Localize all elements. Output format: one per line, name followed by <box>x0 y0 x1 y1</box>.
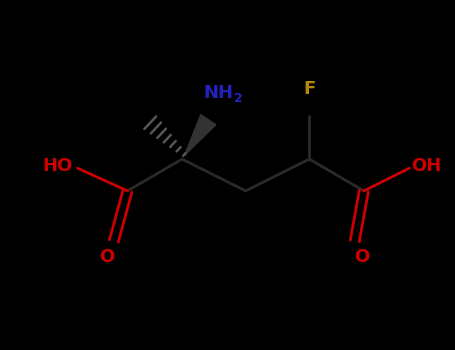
Text: OH: OH <box>412 157 442 175</box>
Text: NH: NH <box>203 84 233 102</box>
Text: 2: 2 <box>233 92 243 105</box>
Text: HO: HO <box>43 157 73 175</box>
Text: F: F <box>303 80 315 98</box>
Text: O: O <box>100 248 115 266</box>
Polygon shape <box>185 115 216 155</box>
Text: O: O <box>354 248 369 266</box>
